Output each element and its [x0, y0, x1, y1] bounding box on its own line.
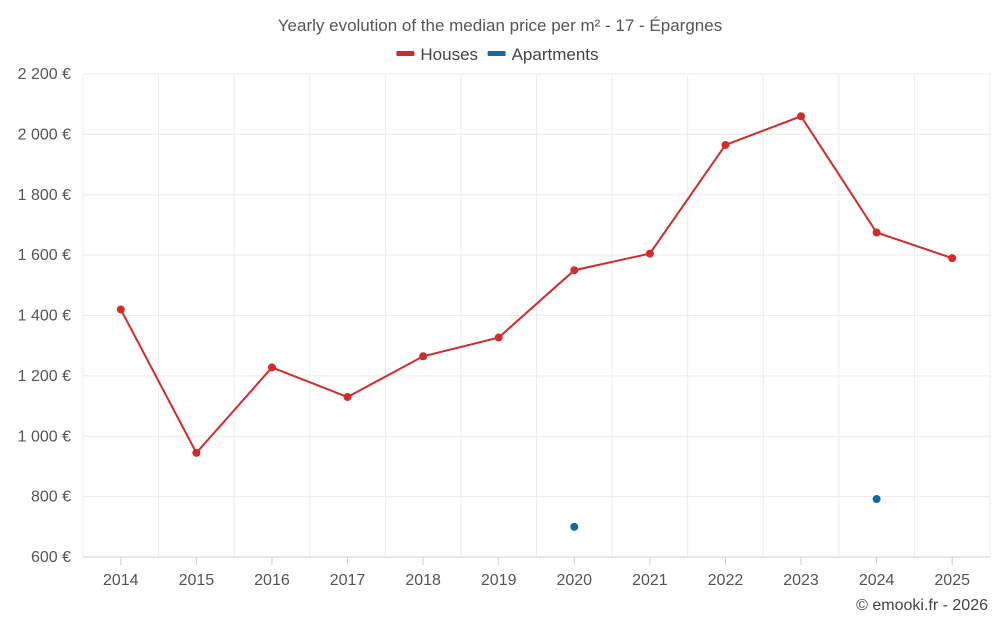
legend-swatch: [396, 51, 415, 56]
y-tick-label: 1 600 €: [18, 247, 71, 264]
data-point[interactable]: [494, 333, 503, 342]
y-tick-label: 1 200 €: [18, 368, 71, 385]
y-tick-label: 1 800 €: [18, 187, 71, 204]
data-point[interactable]: [872, 228, 881, 237]
x-tick-label: 2014: [103, 572, 139, 589]
data-point[interactable]: [721, 140, 730, 149]
x-tick-label: 2024: [859, 572, 895, 589]
x-tick-label: 2023: [783, 572, 819, 589]
grid: [82, 73, 991, 557]
data-point[interactable]: [116, 305, 125, 314]
data-point[interactable]: [948, 254, 957, 263]
legend-swatch: [487, 51, 506, 56]
data-point[interactable]: [570, 266, 579, 275]
legend[interactable]: Houses Apartments: [396, 45, 599, 64]
series-houses: [116, 112, 957, 457]
series: [116, 112, 957, 531]
y-tick-label: 2 200 €: [18, 66, 71, 83]
credit-text: © emooki.fr - 2026: [856, 597, 988, 614]
y-tick-label: 600 €: [31, 549, 71, 566]
series-line: [119, 115, 953, 455]
legend-item-houses[interactable]: Houses: [396, 45, 478, 64]
x-tick-label: 2022: [708, 572, 744, 589]
y-tick-label: 1 000 €: [18, 428, 71, 445]
data-point[interactable]: [570, 522, 579, 531]
x-tick-label: 2016: [254, 572, 290, 589]
legend-label: Apartments: [512, 45, 599, 64]
x-tick-label: 2025: [934, 572, 970, 589]
x-tick-label: 2020: [556, 572, 592, 589]
data-point[interactable]: [872, 495, 881, 504]
data-point[interactable]: [645, 249, 654, 258]
data-point[interactable]: [267, 363, 276, 372]
chart-title: Yearly evolution of the median price per…: [278, 16, 722, 35]
data-point[interactable]: [192, 448, 201, 457]
legend-item-apartments[interactable]: Apartments: [487, 45, 599, 64]
data-point[interactable]: [343, 393, 352, 402]
x-tick-label: 2018: [405, 572, 441, 589]
x-tick-label: 2019: [481, 572, 517, 589]
data-point[interactable]: [419, 352, 428, 361]
y-tick-label: 1 400 €: [18, 308, 71, 325]
axes: 600 € 800 € 1 000 € 1 200 € 1 400 € 1 600 € 1 …: [18, 66, 990, 589]
x-tick-label: 2021: [632, 572, 668, 589]
y-tick-label: 800 €: [31, 489, 71, 506]
legend-label: Houses: [420, 45, 478, 64]
x-tick-label: 2015: [179, 572, 215, 589]
data-point[interactable]: [797, 112, 806, 121]
series-apartments: [570, 495, 881, 531]
y-tick-label: 2 000 €: [18, 126, 71, 143]
x-tick-label: 2017: [330, 572, 366, 589]
